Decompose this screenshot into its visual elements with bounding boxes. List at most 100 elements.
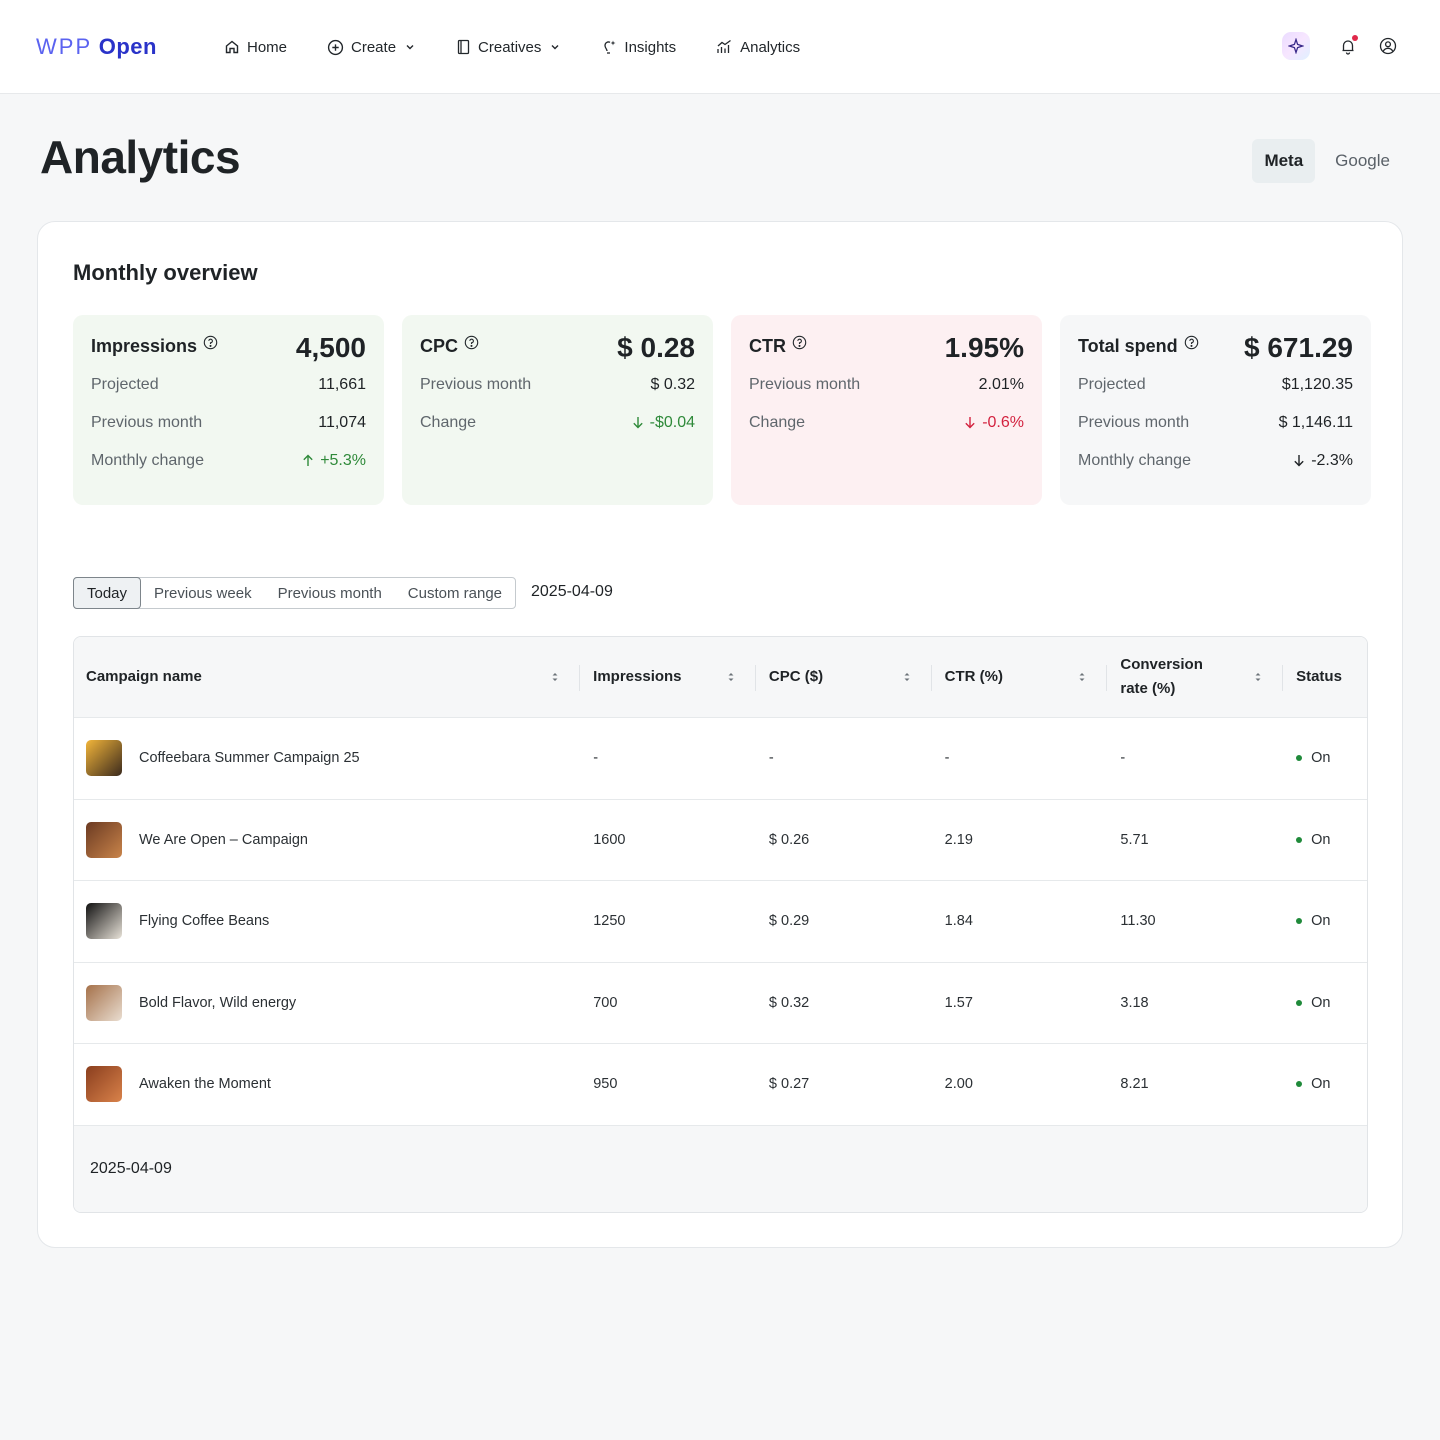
campaign-name[interactable]: Bold Flavor, Wild energy [139,994,297,1011]
sort-icon[interactable] [902,671,912,683]
lightbulb-icon [604,40,616,54]
column-divider [930,665,932,691]
column-label-line: Conversion [1120,656,1203,673]
sort-icon[interactable] [726,671,736,683]
nav-create-label: Create [351,38,397,56]
column-label: CTR (%) [945,665,1003,689]
col-status-header: Status [1283,637,1367,717]
kpi-change: -0.6% [964,414,1024,432]
cell-cpc: $ 0.26 [768,831,810,848]
logo-open: Open [98,34,157,59]
bell-icon [1342,39,1354,55]
table-row[interactable]: Flying Coffee Beans 1250 $ 0.29 1.84 11.30 On [74,881,1367,963]
kpi-label: CTR [749,335,807,357]
sort-icon[interactable] [550,671,560,683]
col-cpc-header[interactable]: CPC ($) [756,637,932,717]
status-label: On [1311,1076,1331,1093]
kpi-label-text: Total spend [1078,336,1178,356]
arrow-up-icon [303,454,313,466]
column-divider [579,665,581,691]
campaign-thumbnail[interactable] [86,821,122,858]
sort-icon[interactable] [1077,671,1087,683]
kpi-change-value: -0.6% [982,414,1024,431]
cell-impressions: 1600 [593,831,626,848]
sort-icon[interactable] [1253,671,1263,683]
kpi-change: -$0.04 [632,414,695,432]
status-cell: On [1283,718,1367,799]
table-row[interactable]: Awaken the Moment 950 $ 0.27 2.00 8.21 On [74,1044,1367,1126]
range-today[interactable]: Today [73,577,142,609]
kpi-label-text: Impressions [91,336,198,356]
help-icon[interactable] [464,335,479,350]
status-cell: On [1283,1044,1367,1125]
column-label-line: rate (%) [1120,680,1176,697]
table-footer-date: 2025-04-09 [90,1159,172,1177]
campaign-thumbnail[interactable] [86,903,122,940]
nav-create[interactable]: Create [327,36,416,58]
profile-button[interactable] [1374,32,1402,60]
table-body: Coffeebara Summer Campaign 25- - - - On We Ar… [74,718,1367,1126]
table-row[interactable]: Coffeebara Summer Campaign 25 - - - - On [74,718,1367,800]
kpi-row-key: Projected [1078,376,1146,393]
kpi-row: Change -$0.04 [420,404,695,442]
campaign-thumbnail[interactable] [86,984,122,1021]
user-circle-icon [1379,37,1397,55]
main-nav: Home Create Creatives Insights Analytics [224,36,840,58]
range-previous-week[interactable]: Previous week [154,584,252,602]
kpi-row-key: Previous month [1078,414,1190,431]
notifications-button[interactable] [1334,32,1362,60]
nav-analytics[interactable]: Analytics [716,36,800,58]
col-ctr-header[interactable]: CTR (%) [932,637,1108,717]
help-icon[interactable] [1184,335,1199,350]
tab-meta[interactable]: Meta [1252,139,1316,183]
kpi-row: Monthly change -2.3% [1078,442,1353,480]
campaign-name[interactable]: Flying Coffee Beans [139,913,270,930]
column-label: Campaign name [86,665,202,689]
campaign-name[interactable]: We Are Open – Campaign [139,831,308,848]
nav-creatives[interactable]: Creatives [456,36,561,58]
nav-analytics-label: Analytics [740,38,801,56]
kpi-row: Previous month $ 1,146.11 [1078,404,1353,442]
arrow-down-icon [632,417,643,429]
tab-google[interactable]: Google [1335,151,1390,170]
kpi-label-text: CPC [420,336,459,356]
chevron-down-icon [551,45,559,50]
campaign-thumbnail[interactable] [86,740,122,777]
range-previous-month[interactable]: Previous month [277,584,382,602]
range-custom[interactable]: Custom range [407,584,503,602]
kpi-row-key: Projected [91,376,159,393]
campaign-thumbnail[interactable] [86,1066,122,1103]
cell-cpc: $ 0.27 [768,1076,810,1093]
status-label: On [1311,831,1331,848]
kpi-row-value: $ 0.32 [650,376,695,393]
arrow-down-icon [965,417,975,429]
cell-conversion: 3.18 [1120,994,1149,1011]
table-row[interactable]: Bold Flavor, Wild energy 700 $ 0.32 1.57 3.1… [74,963,1367,1044]
col-conversion-rate-header[interactable]: Conversion rate (%) [1107,637,1284,717]
status-label: On [1311,994,1331,1011]
plus-circle-icon [327,39,344,55]
ai-assistant-button[interactable] [1282,32,1310,60]
help-icon[interactable] [203,335,218,350]
table-row[interactable]: We Are Open – Campaign 1600 $ 0.26 2.19 5.71… [74,800,1367,881]
wpp-open-logo[interactable]: WPP Open [36,34,157,60]
col-impressions-header[interactable]: Impressions [580,637,756,717]
kpi-row-key: Previous month [749,376,861,393]
cell-impressions: 1250 [593,913,626,930]
campaign-name[interactable]: Coffeebara Summer Campaign 25 [139,750,360,767]
nav-insights[interactable]: Insights [601,36,676,58]
kpi-change: +5.3% [302,452,366,470]
kpi-change-value: -$0.04 [649,414,695,431]
cell-impressions: 950 [593,1076,618,1093]
kpi-row-value: 11,661 [318,376,366,393]
column-label-line: CTR (%) [944,668,1003,685]
kpi-row: Projected 11,661 [91,366,366,404]
campaign-name[interactable]: Awaken the Moment [139,1076,271,1093]
kpi-row-key: Change [749,414,806,431]
nav-home[interactable]: Home [224,36,287,58]
help-icon[interactable] [792,335,807,350]
top-nav: WPP Open Home Create Creatives Insights … [0,0,1440,94]
status-dot-icon [1296,755,1303,762]
nav-creatives-label: Creatives [478,38,542,56]
col-campaign-name-header[interactable]: Campaign name [74,637,581,717]
